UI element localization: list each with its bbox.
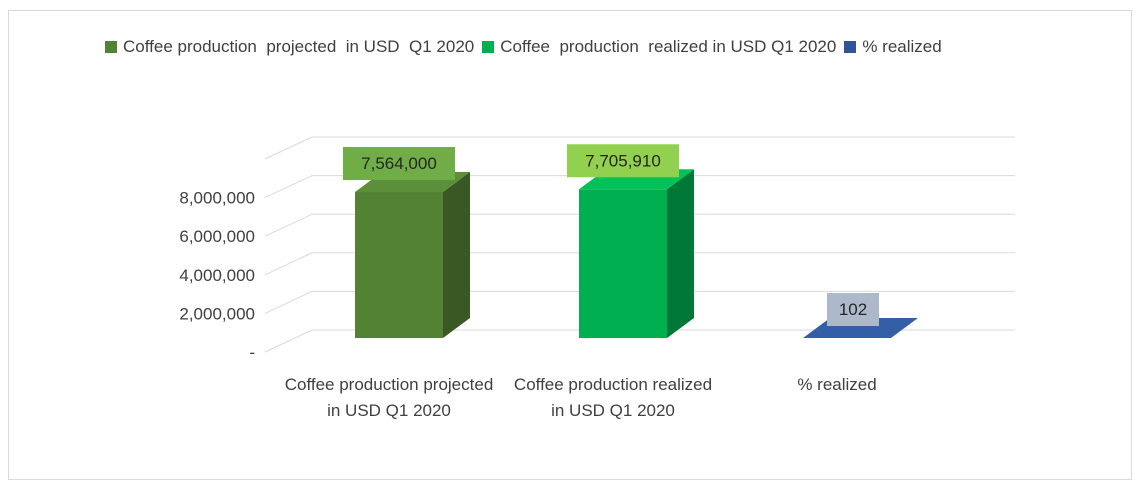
bar-front	[355, 192, 443, 338]
bar-side	[443, 172, 470, 338]
data-label: 7,705,910	[585, 151, 661, 170]
x-tick-label: Coffee production projected in USD Q1 20…	[284, 372, 494, 424]
data-label: 7,564,000	[361, 154, 437, 173]
y-tick-label: -	[249, 343, 255, 362]
y-tick-label: 8,000,000	[179, 189, 255, 208]
y-tick-label: 6,000,000	[179, 227, 255, 246]
y-tick-label: 4,000,000	[179, 266, 255, 285]
y-tick-label: 2,000,000	[179, 304, 255, 323]
data-label: 102	[839, 300, 867, 319]
x-tick-label: % realized	[732, 372, 942, 398]
x-tick-label: Coffee production realized in USD Q1 202…	[508, 372, 718, 424]
bar-front	[579, 189, 667, 338]
bar-side	[667, 169, 694, 338]
